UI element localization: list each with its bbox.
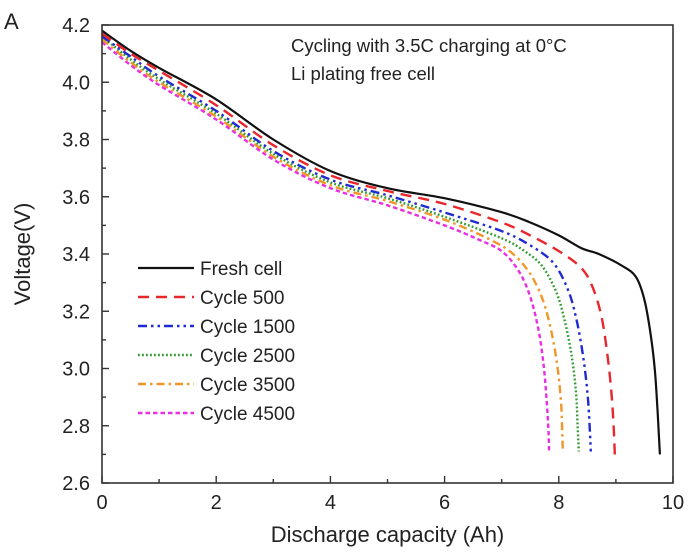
x-axis: 0 2 4 6 8 10 [96, 476, 684, 514]
series-line-cycle-500 [101, 32, 616, 455]
x-tick-label: 2 [211, 492, 222, 514]
x-tick-label: 10 [662, 492, 684, 514]
annotation-line-2: Li plating free cell [291, 63, 435, 84]
x-tick-label: 0 [96, 492, 107, 514]
y-tick-label: 4.0 [62, 72, 90, 94]
plot-frame [101, 24, 674, 484]
x-axis-title: Discharge capacity (Ah) [271, 522, 505, 547]
legend-label: Cycle 4500 [200, 404, 295, 425]
panel-label: A [4, 9, 19, 34]
legend: Fresh cell Cycle 500 Cycle 1500 Cycle 2500 C… [138, 259, 295, 425]
annotation-line-1: Cycling with 3.5C charging at 0°C [291, 35, 567, 56]
x-tick-label: 6 [439, 492, 450, 514]
legend-label: Fresh cell [200, 259, 282, 280]
y-axis-title: Voltage(V) [10, 203, 35, 306]
y-tick-label: 3.8 [62, 130, 90, 152]
series-line-cycle-1500 [101, 35, 592, 452]
series-line-cycle-4500 [101, 41, 551, 452]
y-tick-label: 2.8 [62, 416, 90, 438]
legend-label: Cycle 2500 [200, 346, 295, 367]
y-axis: 2.6 2.8 3.0 3.2 3.4 3.6 3.8 4.0 4.2 [62, 15, 109, 495]
y-tick-label: 3.2 [62, 301, 90, 323]
legend-label: Cycle 1500 [200, 317, 295, 338]
y-tick-label: 4.2 [62, 15, 90, 37]
y-tick-label: 3.6 [62, 187, 90, 209]
x-tick-label: 4 [325, 492, 336, 514]
series-line-cycle-2500 [101, 35, 580, 452]
y-tick-label: 3.0 [62, 359, 90, 381]
y-tick-label: 2.6 [62, 473, 90, 495]
legend-label: Cycle 3500 [200, 375, 295, 396]
series-line-cycle-3500 [101, 38, 564, 452]
y-tick-label: 3.4 [62, 244, 90, 266]
x-tick-label: 8 [553, 492, 564, 514]
series-group [101, 29, 661, 455]
series-line-fresh-cell [101, 29, 661, 455]
legend-label: Cycle 500 [200, 288, 285, 309]
